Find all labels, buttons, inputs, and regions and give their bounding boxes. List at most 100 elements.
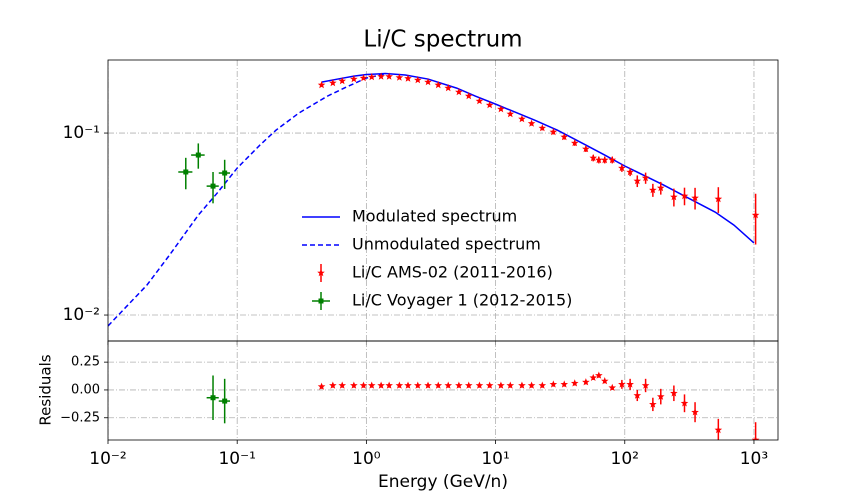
point: [464, 92, 473, 100]
point: [680, 399, 689, 407]
point: [317, 382, 326, 390]
point: [570, 379, 579, 387]
point: [329, 79, 337, 87]
point: [538, 124, 547, 132]
point: [485, 101, 494, 109]
legend-label: Modulated spectrum: [352, 207, 517, 226]
x-tick-label: 10²: [611, 449, 639, 469]
point: [210, 395, 216, 401]
point: [404, 74, 412, 82]
point: [367, 381, 376, 389]
legend-swatch: [318, 298, 324, 304]
point: [538, 381, 547, 389]
legend-label: Unmodulated spectrum: [352, 235, 541, 254]
x-axis-label: Energy (GeV/n): [378, 472, 508, 492]
point: [518, 115, 526, 123]
point: [670, 193, 678, 201]
point: [359, 74, 368, 82]
point: [395, 381, 404, 389]
point: [589, 373, 598, 381]
y-tick-label: 0.25: [71, 355, 100, 370]
point: [359, 381, 368, 389]
point: [413, 381, 422, 389]
point: [595, 371, 603, 379]
point: [618, 380, 626, 388]
y-axis-label: Residuals: [37, 354, 55, 425]
legend-swatch: [317, 269, 325, 277]
point: [714, 425, 723, 434]
point: [560, 133, 569, 141]
point: [485, 381, 494, 389]
y-tick-label: 0.00: [71, 382, 100, 397]
point: [600, 156, 609, 164]
x-tick-label: 10⁻¹: [218, 449, 255, 469]
panel: [108, 341, 778, 440]
point: [649, 400, 657, 408]
point: [641, 381, 650, 389]
x-tick-label: 10⁰: [352, 449, 381, 469]
point: [210, 183, 216, 189]
x-tick-label: 10⁻²: [89, 449, 126, 469]
point: [506, 110, 515, 118]
point: [680, 191, 689, 200]
point: [626, 380, 634, 388]
point: [424, 78, 432, 86]
point: [444, 381, 453, 389]
point: [670, 389, 678, 397]
point: [395, 73, 404, 81]
point: [600, 377, 609, 385]
x-tick-label: 10³: [740, 449, 768, 469]
point: [385, 381, 393, 389]
point: [656, 392, 665, 400]
point: [618, 164, 626, 172]
point: [404, 381, 412, 389]
plot-area: 10⁻¹ 10⁻² Modulated spectrum Unmodulated sp…: [60, 60, 778, 469]
point: [582, 378, 590, 386]
point: [222, 398, 228, 404]
point: [633, 177, 642, 185]
point: [350, 75, 358, 83]
point: [434, 81, 443, 89]
line-series: [108, 73, 386, 327]
point: [570, 139, 579, 147]
x-tick-label: 10¹: [481, 449, 509, 469]
point: [608, 156, 617, 164]
point: [608, 383, 617, 391]
point: [434, 381, 443, 389]
point: [385, 72, 393, 80]
legend-label: Li/C Voyager 1 (2012-2015): [352, 291, 572, 310]
point: [527, 119, 536, 127]
point: [195, 152, 201, 158]
point: [506, 381, 515, 389]
point: [595, 156, 603, 164]
point: [589, 154, 598, 162]
y-tick-label: 10⁻¹: [63, 123, 100, 143]
point: [691, 408, 699, 416]
point: [455, 88, 463, 96]
point: [183, 169, 189, 175]
point: [455, 381, 463, 389]
point: [626, 168, 634, 176]
point: [377, 72, 385, 80]
point: [691, 193, 699, 202]
y-tick-label: −0.25: [60, 410, 100, 425]
point: [464, 381, 473, 389]
y-tick-label: 10⁻²: [63, 305, 100, 325]
point: [222, 170, 228, 176]
point: [751, 211, 760, 219]
legend-label: Li/C AMS-02 (2011-2016): [352, 263, 553, 282]
point: [751, 436, 760, 440]
point: [633, 391, 642, 399]
point: [444, 84, 453, 92]
point: [527, 381, 536, 389]
point: [641, 174, 650, 182]
panel: [108, 60, 778, 341]
point: [317, 81, 326, 89]
point: [560, 380, 569, 388]
point: [497, 105, 505, 113]
point: [649, 186, 657, 194]
point: [475, 97, 484, 105]
point: [497, 381, 505, 389]
point: [367, 73, 376, 81]
